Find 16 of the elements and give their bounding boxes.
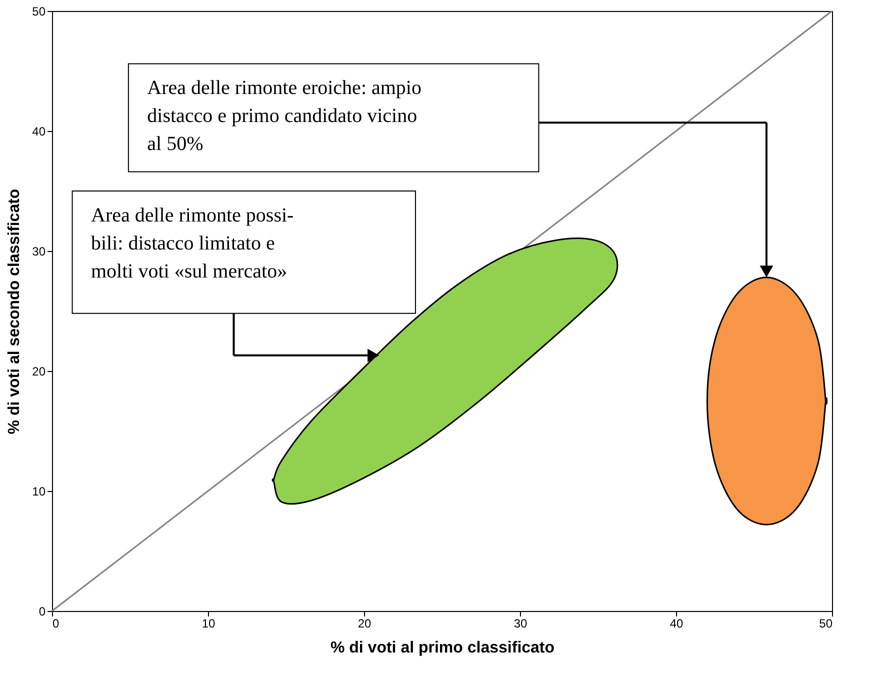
- x-tick-label: 20: [358, 616, 372, 630]
- y-tick-label: 40: [32, 124, 46, 138]
- x-axis-title: % di voti al primo classificato: [330, 640, 555, 656]
- y-tick-label: 20: [32, 364, 46, 378]
- annotation: Area delle rimonte possi- bili: distacco limitato e molti voti «sul mercato»: [91, 204, 294, 282]
- x-tick-label: 0: [52, 616, 60, 630]
- y-axis-title: % di voti al secondo classificato: [6, 188, 24, 434]
- x-tick-label: 50: [819, 616, 833, 630]
- y-tick-label: 10: [32, 484, 46, 498]
- annotation: Area delle rimonte eroiche: ampio distacco e primo candidato vicino al 50%: [147, 77, 422, 156]
- x-tick-label: 30: [514, 616, 528, 630]
- x-tick-label: 10: [202, 616, 216, 630]
- y-tick-label: 50: [32, 4, 46, 18]
- y-tick-label: 0: [38, 604, 46, 618]
- x-tick-label: 40: [670, 616, 684, 630]
- y-tick-label: 30: [32, 244, 46, 258]
